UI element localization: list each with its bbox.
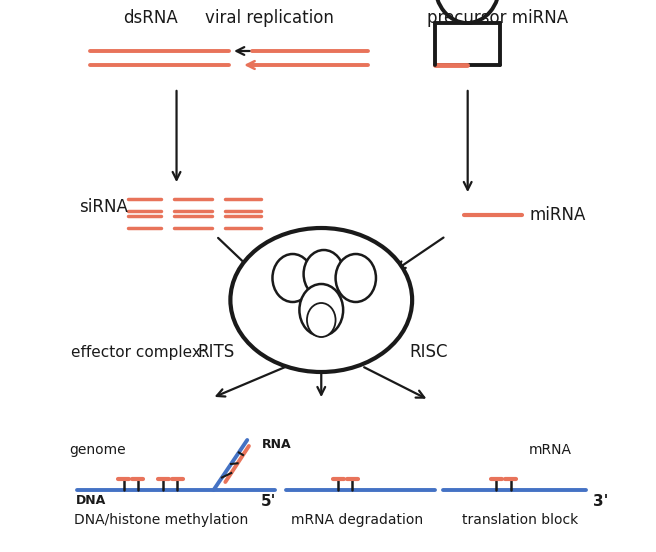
Text: mRNA degradation: mRNA degradation [291, 513, 424, 527]
Text: RISC: RISC [410, 343, 448, 361]
Text: DNA/histone methylation: DNA/histone methylation [74, 513, 249, 527]
Ellipse shape [307, 303, 336, 337]
Text: argonaute: argonaute [298, 312, 344, 321]
Ellipse shape [299, 284, 343, 336]
Text: translation block: translation block [462, 513, 578, 527]
Text: DNA: DNA [75, 494, 106, 507]
Text: genome: genome [69, 443, 125, 457]
Text: mRNA: mRNA [528, 443, 571, 457]
Ellipse shape [272, 254, 313, 302]
Text: effector complex:: effector complex: [70, 346, 205, 360]
Text: 3': 3' [593, 494, 608, 509]
Ellipse shape [230, 228, 412, 372]
Text: viral replication: viral replication [205, 9, 333, 27]
Text: RISC: RISC [302, 343, 340, 361]
Text: precursor miRNA: precursor miRNA [428, 9, 569, 27]
Text: dsRNA: dsRNA [123, 9, 178, 27]
Text: RNA: RNA [262, 438, 292, 450]
Text: RITS: RITS [197, 343, 235, 361]
Text: miRNA: miRNA [530, 206, 586, 224]
Ellipse shape [336, 254, 376, 302]
Text: 5': 5' [260, 494, 276, 509]
Text: siRNA: siRNA [79, 198, 128, 216]
Ellipse shape [304, 250, 344, 298]
